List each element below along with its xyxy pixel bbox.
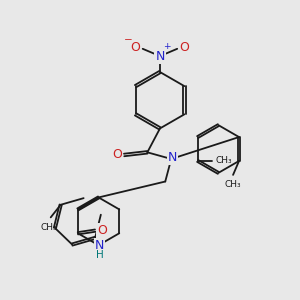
Text: O: O [98,224,107,237]
Text: O: O [180,40,189,54]
Text: CH₃: CH₃ [41,224,57,232]
Text: N: N [167,152,177,164]
Text: −: − [123,34,132,44]
Text: H: H [96,250,104,260]
Text: N: N [155,50,165,63]
Text: CH₃: CH₃ [225,180,242,189]
Text: O: O [130,40,140,54]
Text: N: N [95,239,104,252]
Text: O: O [112,148,122,161]
Text: CH₃: CH₃ [216,156,232,165]
Text: +: + [163,42,170,51]
